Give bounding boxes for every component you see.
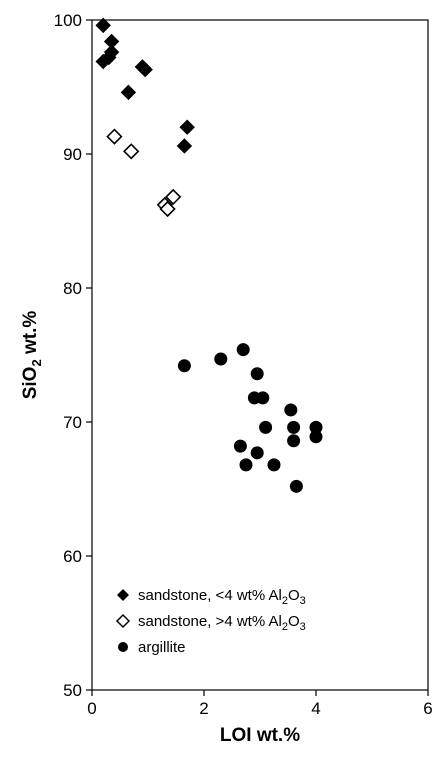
plot-frame: [91, 19, 429, 691]
data-point-argillite: [287, 434, 301, 448]
data-point-sandstone-low-al: [179, 119, 195, 135]
x-tick-label: 2: [199, 699, 208, 718]
data-point-argillite: [256, 391, 270, 405]
x-tick-label: 0: [87, 699, 96, 718]
legend-label-sandstone-low-al: sandstone, <4 wt% Al2O3: [138, 587, 306, 607]
data-point-argillite: [289, 479, 303, 493]
data-point-sandstone-high-al: [159, 200, 176, 218]
y-tick-label: 80: [63, 279, 82, 298]
data-point-argillite: [236, 343, 250, 357]
data-point-argillite: [239, 458, 253, 472]
data-point-sandstone-high-al: [106, 128, 123, 145]
x-axis-ticks: 0 2 4 6: [87, 690, 433, 718]
legend-label-argillite: argillite: [138, 639, 186, 656]
data-point-argillite: [267, 458, 281, 472]
legend-label-sandstone-high-al: sandstone, >4 wt% Al2O3: [138, 613, 306, 633]
data-point-argillite: [214, 352, 228, 366]
data-points: [95, 17, 323, 493]
legend: sandstone, <4 wt% Al2O3 sandstone, >4 wt…: [115, 587, 306, 656]
data-point-sandstone-high-al: [123, 143, 140, 160]
data-point-sandstone-high-al: [165, 188, 182, 206]
data-point-argillite: [284, 403, 298, 417]
y-axis-title: SiO2 wt.%: [20, 311, 44, 400]
x-axis-title: LOI wt.%: [220, 725, 300, 746]
data-point-argillite: [309, 420, 323, 434]
data-point-argillite: [259, 420, 273, 434]
legend-marker-circle: [118, 642, 128, 652]
data-point-argillite: [177, 359, 191, 373]
data-point-sandstone-low-al: [137, 61, 153, 78]
x-tick-label: 6: [423, 699, 432, 718]
data-point-sandstone-low-al: [95, 17, 111, 34]
x-tick-label: 4: [311, 699, 320, 718]
data-point-argillite: [287, 420, 301, 434]
data-point-argillite: [233, 439, 247, 453]
y-tick-label: 90: [63, 145, 82, 164]
y-tick-label: 60: [63, 547, 82, 566]
legend-marker-diamond-open: [115, 613, 131, 629]
data-point-sandstone-low-al: [95, 53, 111, 70]
y-tick-label: 50: [63, 681, 82, 700]
data-point-argillite: [250, 446, 264, 460]
data-point-argillite: [309, 430, 323, 444]
data-point-sandstone-low-al: [120, 84, 137, 101]
y-tick-label: 70: [63, 413, 82, 432]
y-tick-label: 100: [54, 11, 82, 30]
data-point-argillite: [250, 367, 264, 381]
legend-marker-diamond-filled: [117, 589, 129, 601]
y-axis-ticks: 50 60 70 80 90 100: [54, 11, 92, 700]
data-point-sandstone-low-al: [176, 138, 193, 154]
